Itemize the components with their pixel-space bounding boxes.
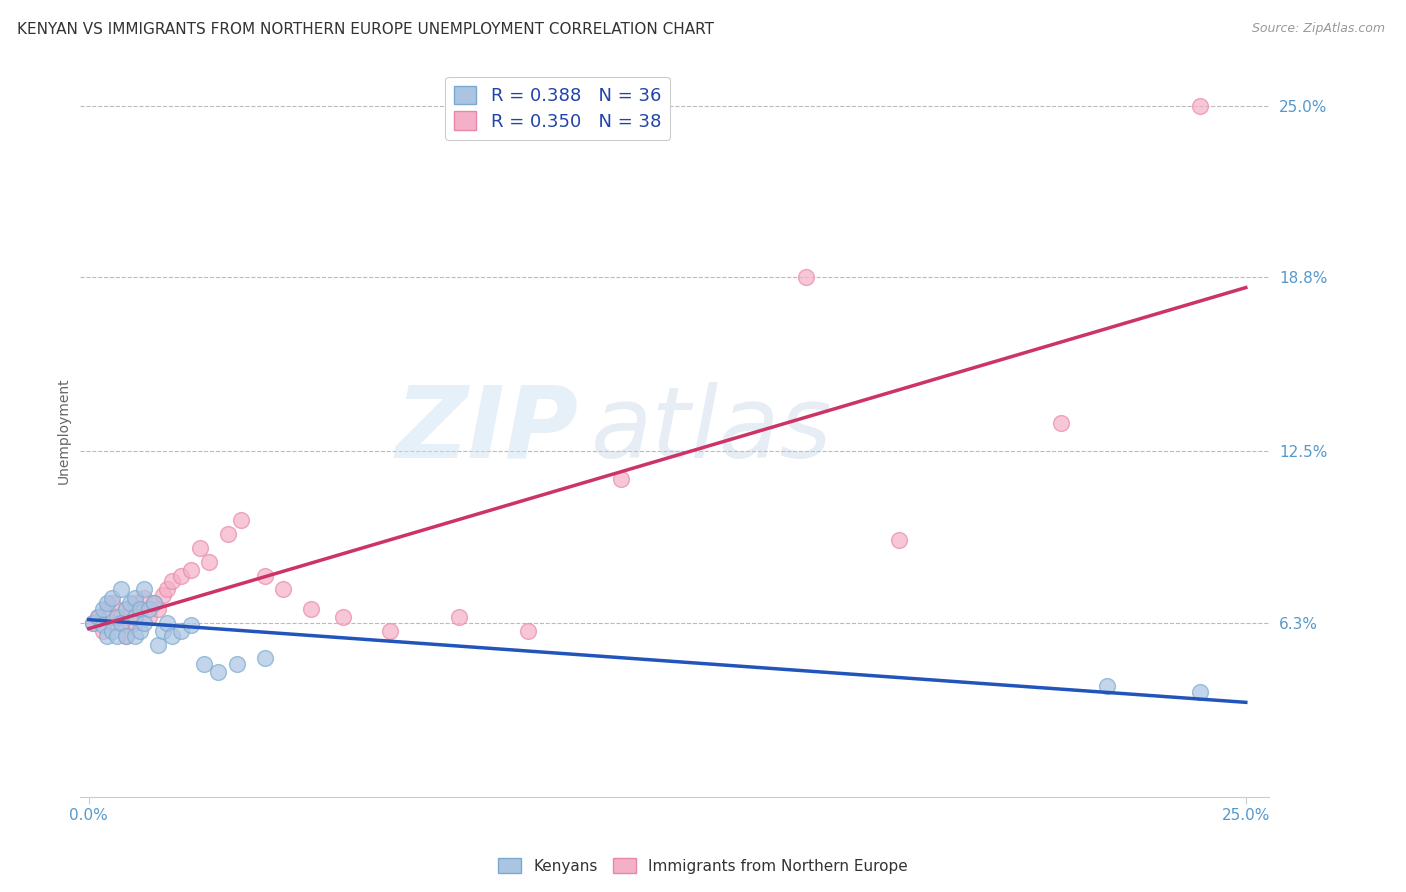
Point [198,555,221,569]
Point [156,582,179,597]
Point [207,665,229,680]
Point [517,624,540,638]
Point [217,527,239,541]
Point [1188,684,1211,698]
Text: KENYAN VS IMMIGRANTS FROM NORTHERN EUROPE UNEMPLOYMENT CORRELATION CHART: KENYAN VS IMMIGRANTS FROM NORTHERN EUROP… [17,22,714,37]
Point [180,563,202,577]
Point [110,582,132,597]
Text: Source: ZipAtlas.com: Source: ZipAtlas.com [1251,22,1385,36]
Point [378,624,401,638]
Point [101,596,124,610]
Point [91,624,114,638]
Point [160,574,183,588]
Y-axis label: Unemployment: Unemployment [58,377,72,483]
Point [253,568,276,582]
Point [193,657,215,671]
Text: atlas: atlas [591,382,832,479]
Point [110,610,132,624]
Point [231,513,253,527]
Point [128,624,150,638]
Point [1188,98,1211,112]
Point [152,588,174,602]
Point [124,591,146,605]
Point [225,657,247,671]
Point [170,568,193,582]
Point [1049,417,1071,431]
Point [120,596,142,610]
Point [138,610,160,624]
Legend: Kenyans, Immigrants from Northern Europe: Kenyans, Immigrants from Northern Europe [492,852,914,880]
Point [447,610,470,624]
Point [332,610,354,624]
Point [124,629,146,643]
Point [180,618,202,632]
Point [87,610,110,624]
Point [114,601,136,615]
Point [170,624,193,638]
Point [148,601,170,615]
Point [610,472,633,486]
Point [128,601,150,615]
Point [114,629,136,643]
Point [134,615,156,630]
Point [96,629,118,643]
Point [794,269,817,284]
Point [152,624,174,638]
Point [82,615,104,630]
Point [91,618,114,632]
Point [253,651,276,665]
Point [156,615,179,630]
Point [134,582,156,597]
Point [271,582,294,597]
Point [101,591,124,605]
Point [87,610,110,624]
Point [160,629,183,643]
Point [114,629,136,643]
Point [188,541,211,555]
Point [96,596,118,610]
Point [124,610,146,624]
Text: ZIP: ZIP [396,382,579,479]
Point [120,618,142,632]
Legend: R = 0.388   N = 36, R = 0.350   N = 38: R = 0.388 N = 36, R = 0.350 N = 38 [446,77,669,140]
Point [142,596,165,610]
Point [148,638,170,652]
Point [105,615,128,630]
Point [91,601,114,615]
Point [142,596,165,610]
Point [299,601,322,615]
Point [138,601,160,615]
Point [82,615,104,630]
Point [124,615,146,630]
Point [1095,679,1118,693]
Point [114,601,136,615]
Point [96,601,118,615]
Point [134,591,156,605]
Point [128,601,150,615]
Point [105,610,128,624]
Point [887,533,910,547]
Point [101,624,124,638]
Point [105,629,128,643]
Point [110,615,132,630]
Point [124,596,146,610]
